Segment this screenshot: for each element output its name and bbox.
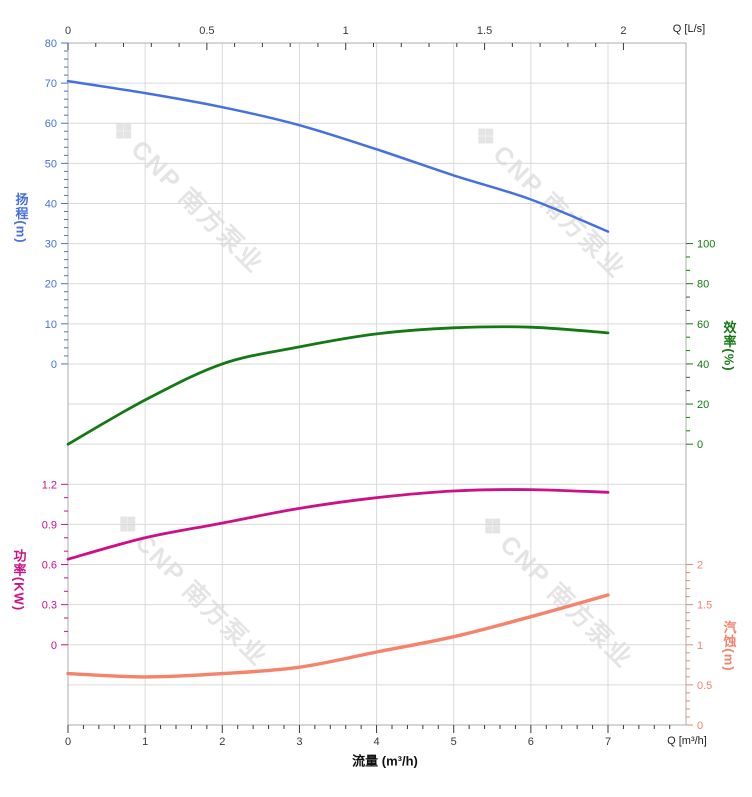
top-tick-label: 0 [65,25,71,37]
head-tick-label: 50 [45,158,57,170]
bottom-tick-label: 6 [528,736,534,748]
npsh-tick-label: 0 [697,720,703,732]
top-tick-label: 1 [343,25,349,37]
bottom-tick-label: 7 [605,736,611,748]
bottom-tick-label: 0 [65,736,71,748]
power-tick-label: 0 [51,640,57,652]
top-tick-label: 2 [620,25,626,37]
top-axis-ticks [67,43,624,50]
curve-eff [66,325,610,446]
npsh-tick-label: 1.5 [697,600,712,612]
bottom-tick-label: 3 [296,736,302,748]
head-tick-label: 20 [45,279,57,291]
power-tick-label: 0.9 [42,519,57,531]
eff-tick-label: 0 [697,439,703,451]
power-tick-label: 1.2 [42,479,57,491]
bottom-tick-label: 1 [142,736,148,748]
power-tick-label: 0.6 [42,560,57,572]
top-axis-unit-label: Q [L/s] [672,23,706,35]
eff-tick-label: 100 [697,239,715,251]
npsh-tick-label: 1 [697,640,703,652]
head-axis-ticks [61,42,68,365]
head-tick-label: 70 [45,78,57,90]
npsh-tick-label: 0.5 [697,680,712,692]
curve-npsh [66,593,610,679]
bottom-axis-ticks [67,725,671,733]
eff-tick-label: 40 [697,359,709,371]
head-tick-label: 80 [45,38,57,50]
bottom-tick-label: 5 [451,736,457,748]
top-tick-label: 1.5 [477,25,492,37]
head-tick-label: 10 [45,319,57,331]
eff-tick-label: 20 [697,399,709,411]
npsh-axis-ticks [686,564,693,726]
bottom-axis-unit-label: Q [m³/h] [667,735,707,747]
eff-tick-label: 80 [697,279,709,291]
eff-tick-label: 60 [697,319,709,331]
power-tick-label: 0.3 [42,600,57,612]
npsh-tick-label: 2 [697,560,703,572]
head-tick-label: 0 [51,359,57,371]
top-tick-label: 0.5 [199,25,214,37]
curve-head [66,79,610,233]
curve-power [66,488,610,561]
head-tick-label: 40 [45,198,57,210]
head-tick-label: 60 [45,118,57,130]
bottom-tick-label: 4 [374,736,380,748]
eff-axis-ticks [686,243,693,445]
power-axis-ticks [61,483,68,646]
head-tick-label: 30 [45,239,57,251]
gridlines [68,43,686,725]
bottom-tick-label: 2 [219,736,225,748]
